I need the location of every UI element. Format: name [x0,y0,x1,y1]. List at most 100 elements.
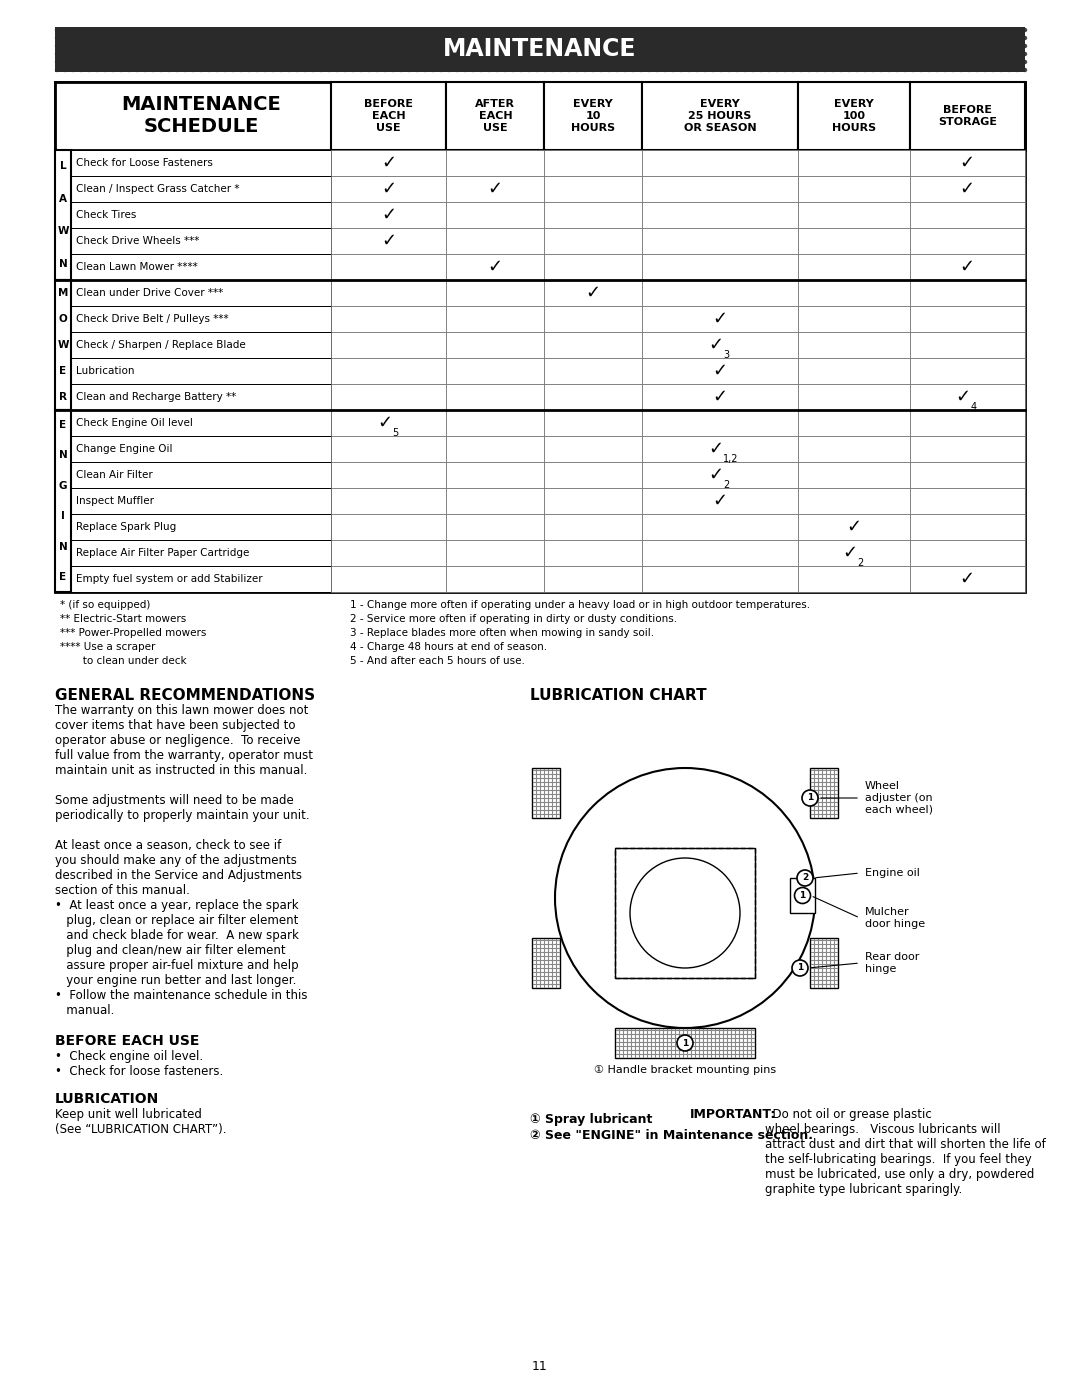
Circle shape [144,45,147,47]
Bar [330,488,446,514]
Circle shape [775,60,779,63]
Circle shape [648,28,650,32]
Circle shape [320,45,323,47]
Bar [544,82,642,149]
Bar [544,254,642,279]
Text: ✓: ✓ [708,337,724,353]
Circle shape [712,45,715,47]
Circle shape [80,45,82,47]
Circle shape [456,36,459,39]
Circle shape [775,28,779,32]
Circle shape [127,45,131,47]
Circle shape [144,60,147,63]
Circle shape [991,28,995,32]
Circle shape [351,60,354,63]
Bar [330,514,446,541]
Circle shape [912,36,915,39]
Bar [909,279,1025,306]
Circle shape [815,53,819,56]
Circle shape [151,53,154,56]
Text: 1: 1 [797,964,804,972]
Circle shape [423,60,427,63]
Circle shape [311,45,314,47]
Circle shape [1024,53,1026,56]
Circle shape [423,68,427,71]
Circle shape [935,28,939,32]
Circle shape [184,36,187,39]
Circle shape [487,60,490,63]
Bar [330,82,446,149]
Circle shape [271,60,274,63]
Circle shape [728,53,730,56]
Bar [909,436,1025,462]
Circle shape [327,28,330,32]
Circle shape [256,36,258,39]
Text: Inspect Muffler: Inspect Muffler [76,496,154,506]
Circle shape [447,28,450,32]
Circle shape [944,36,946,39]
Text: Wheel
adjuster (on
each wheel): Wheel adjuster (on each wheel) [865,781,933,814]
Bar [810,937,838,988]
Text: Keep unit well lubricated
(See “LUBRICATION CHART”).: Keep unit well lubricated (See “LUBRICAT… [55,1108,227,1136]
Circle shape [224,68,227,71]
Circle shape [768,60,770,63]
Text: G: G [58,481,67,490]
Circle shape [679,28,683,32]
Bar [642,176,798,203]
Circle shape [663,36,666,39]
Circle shape [423,36,427,39]
Circle shape [240,53,243,56]
Circle shape [679,53,683,56]
Circle shape [815,60,819,63]
Circle shape [87,53,91,56]
Circle shape [351,68,354,71]
Circle shape [160,36,162,39]
Text: Engine oil: Engine oil [865,868,920,877]
Circle shape [735,36,739,39]
Circle shape [679,45,683,47]
Circle shape [855,28,859,32]
Circle shape [815,36,819,39]
Circle shape [320,68,323,71]
Text: Check for Loose Fasteners: Check for Loose Fasteners [76,158,213,168]
Circle shape [808,36,810,39]
Circle shape [400,45,403,47]
Circle shape [376,53,378,56]
Circle shape [999,45,1002,47]
Bar [71,149,330,176]
Bar [55,409,71,592]
Bar [446,306,544,332]
Circle shape [752,53,755,56]
Circle shape [879,53,882,56]
Circle shape [456,53,459,56]
Text: ✓: ✓ [960,180,975,198]
Circle shape [303,68,307,71]
Text: 11: 11 [532,1361,548,1373]
Circle shape [888,53,891,56]
Bar [544,176,642,203]
Circle shape [759,36,762,39]
Circle shape [696,28,699,32]
Circle shape [463,36,467,39]
Text: 1: 1 [681,1038,688,1048]
Circle shape [264,28,267,32]
Circle shape [432,68,434,71]
Circle shape [247,28,251,32]
Circle shape [688,53,690,56]
Circle shape [632,45,635,47]
Circle shape [200,36,203,39]
Text: ✓: ✓ [713,362,728,380]
Circle shape [559,68,563,71]
Circle shape [336,60,338,63]
Circle shape [576,45,579,47]
Circle shape [888,60,891,63]
Circle shape [191,28,194,32]
Text: ✓: ✓ [713,310,728,328]
Circle shape [808,60,810,63]
Circle shape [1015,68,1018,71]
Circle shape [543,60,546,63]
Circle shape [280,60,283,63]
Circle shape [200,68,203,71]
Text: Check Drive Belt / Pulleys ***: Check Drive Belt / Pulleys *** [76,314,229,324]
Circle shape [855,36,859,39]
